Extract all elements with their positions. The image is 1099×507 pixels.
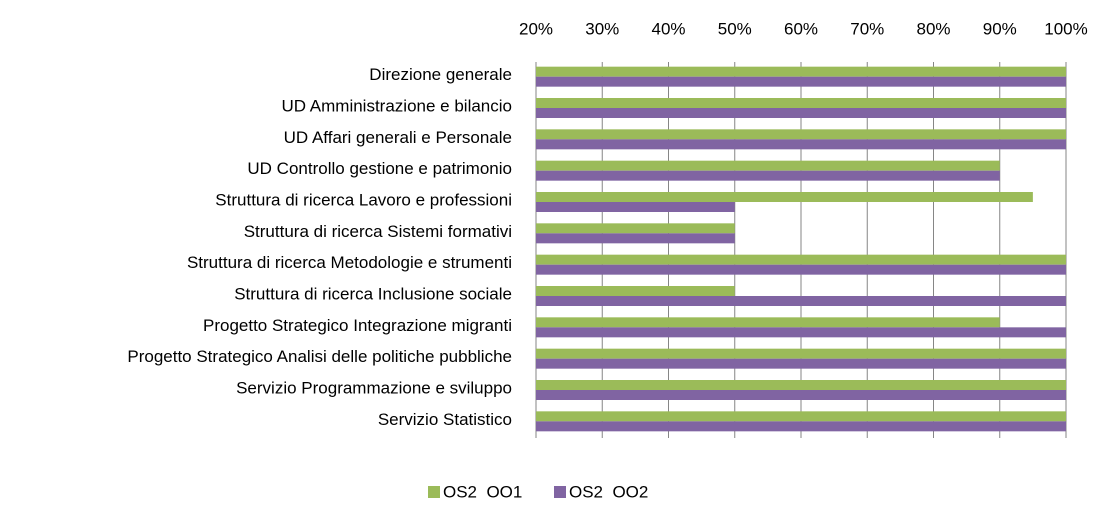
bar <box>536 286 735 296</box>
y-tick-label: Progetto Strategico Analisi delle politi… <box>127 347 512 366</box>
x-tick-label: 90% <box>983 19 1017 38</box>
bar <box>536 139 1066 150</box>
bar <box>536 296 1066 306</box>
bar <box>536 411 1066 422</box>
y-tick-label: Struttura di ricerca Lavoro e profession… <box>215 190 512 209</box>
legend-swatch <box>428 486 440 498</box>
bar <box>536 223 735 234</box>
x-tick-label: 80% <box>916 19 950 38</box>
x-tick-label: 100% <box>1044 19 1087 38</box>
y-tick-label: UD Controllo gestione e patrimonio <box>247 159 512 178</box>
bar <box>536 348 1066 359</box>
bar <box>536 108 1066 118</box>
y-tick-label: Struttura di ricerca Sistemi formativi <box>244 222 512 241</box>
x-tick-label: 20% <box>519 19 553 38</box>
x-tick-label: 50% <box>718 19 752 38</box>
y-tick-label: Servizio Programmazione e sviluppo <box>236 378 512 397</box>
x-tick-label: 40% <box>651 19 685 38</box>
bar <box>536 317 1000 328</box>
bar <box>536 202 735 212</box>
x-tick-label: 30% <box>585 19 619 38</box>
legend-swatch <box>554 486 566 498</box>
bar <box>536 233 735 244</box>
bar <box>536 98 1066 108</box>
legend-label: OS2 OO1 <box>443 482 522 501</box>
bar <box>536 160 1000 171</box>
bar <box>536 129 1066 140</box>
bar <box>536 192 1033 202</box>
y-tick-label: UD Affari generali e Personale <box>284 128 512 147</box>
y-tick-label: Direzione generale <box>369 65 512 84</box>
bar <box>536 76 1066 87</box>
bar <box>536 421 1066 432</box>
y-tick-label: Struttura di ricerca Inclusione sociale <box>234 284 512 303</box>
y-tick-label: Servizio Statistico <box>378 410 512 429</box>
bar <box>536 170 1000 181</box>
bar <box>536 66 1066 77</box>
y-tick-label: Progetto Strategico Integrazione migrant… <box>203 316 512 335</box>
bar <box>536 358 1066 369</box>
bar <box>536 327 1066 338</box>
bar <box>536 380 1066 390</box>
bar <box>536 390 1066 400</box>
x-tick-label: 60% <box>784 19 818 38</box>
bar <box>536 254 1066 265</box>
x-tick-label: 70% <box>850 19 884 38</box>
y-tick-label: Struttura di ricerca Metodologie e strum… <box>187 253 512 272</box>
y-tick-label: UD Amministrazione e bilancio <box>281 96 512 115</box>
legend-label: OS2 OO2 <box>569 482 648 501</box>
bar <box>536 264 1066 275</box>
